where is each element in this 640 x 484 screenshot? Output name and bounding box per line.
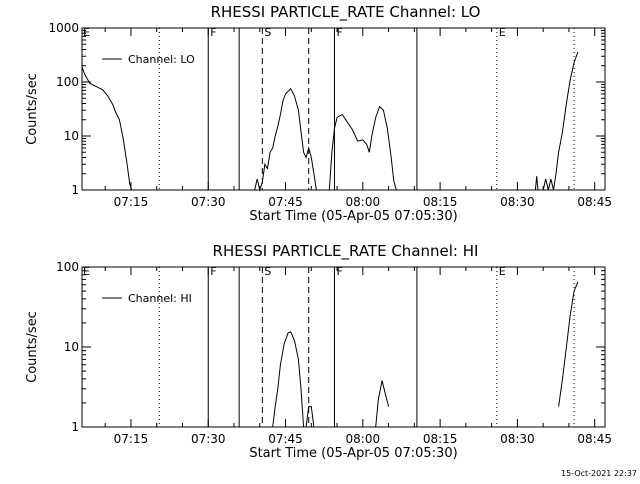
chart-title: RHESSI PARTICLE_RATE Channel: LO [211, 3, 481, 22]
x-tick-label: 08:00 [346, 432, 381, 446]
marker-label: F [336, 265, 342, 278]
series-line [305, 406, 315, 428]
x-tick-label: 07:30 [191, 195, 226, 209]
series-line [254, 87, 317, 192]
y-tick-label: 10 [64, 340, 79, 354]
x-tick-label: 08:45 [577, 195, 612, 209]
plot-frame [81, 27, 606, 191]
x-tick-label: 07:45 [268, 432, 303, 446]
x-tick-label: 07:15 [114, 432, 149, 446]
series-line [542, 51, 579, 191]
chart-panel-1: RHESSI PARTICLE_RATE Channel: LO 1 10 100 10… [25, 3, 612, 224]
series-line [81, 66, 133, 191]
x-tick-label: 08:30 [500, 195, 535, 209]
series-line [534, 176, 539, 191]
marker-label: E [499, 26, 506, 39]
legend-label: Channel: LO [128, 53, 195, 66]
y-tick-label: 1 [71, 183, 79, 197]
chart-panel-2: RHESSI PARTICLE_RATE Channel: HI 1 10 100 07… [25, 242, 612, 461]
y-tick-label: 1 [71, 420, 79, 434]
marker-label: S [264, 26, 271, 39]
y-tick-label: 100 [56, 75, 79, 89]
marker-label: E [499, 265, 506, 278]
series-line [558, 281, 579, 407]
y-tick-label: 1000 [48, 21, 79, 35]
y-axis-label: Counts/sec [25, 73, 40, 145]
marker-label: F [210, 26, 216, 39]
edge-marker-label: E [83, 26, 90, 39]
x-axis-label: Start Time (05-Apr-05 07:05:30) [249, 209, 457, 224]
series-line [328, 105, 397, 191]
marker-label: S [264, 265, 271, 278]
chart-title: RHESSI PARTICLE_RATE Channel: HI [213, 242, 479, 261]
x-tick-label: 08:30 [500, 432, 535, 446]
marker-label: F [336, 26, 342, 39]
footer-timestamp: 15-Oct-2021 22:37 [561, 469, 637, 478]
series-line [375, 380, 390, 428]
x-tick-label: 08:45 [577, 432, 612, 446]
edge-marker-label: E [83, 265, 90, 278]
y-tick-label: 100 [56, 260, 79, 274]
x-tick-label: 08:15 [423, 195, 458, 209]
x-tick-label: 07:45 [268, 195, 303, 209]
x-tick-label: 08:00 [346, 195, 381, 209]
x-tick-label: 07:30 [191, 432, 226, 446]
x-tick-label: 07:15 [114, 195, 149, 209]
x-tick-label: 08:15 [423, 432, 458, 446]
plot-frame [81, 266, 606, 428]
y-axis-label: Counts/sec [25, 311, 40, 383]
marker-label: F [210, 265, 216, 278]
x-axis-label: Start Time (05-Apr-05 07:05:30) [249, 446, 457, 461]
series-line [272, 331, 305, 428]
y-tick-label: 10 [64, 129, 79, 143]
legend-label: Channel: HI [128, 292, 192, 305]
